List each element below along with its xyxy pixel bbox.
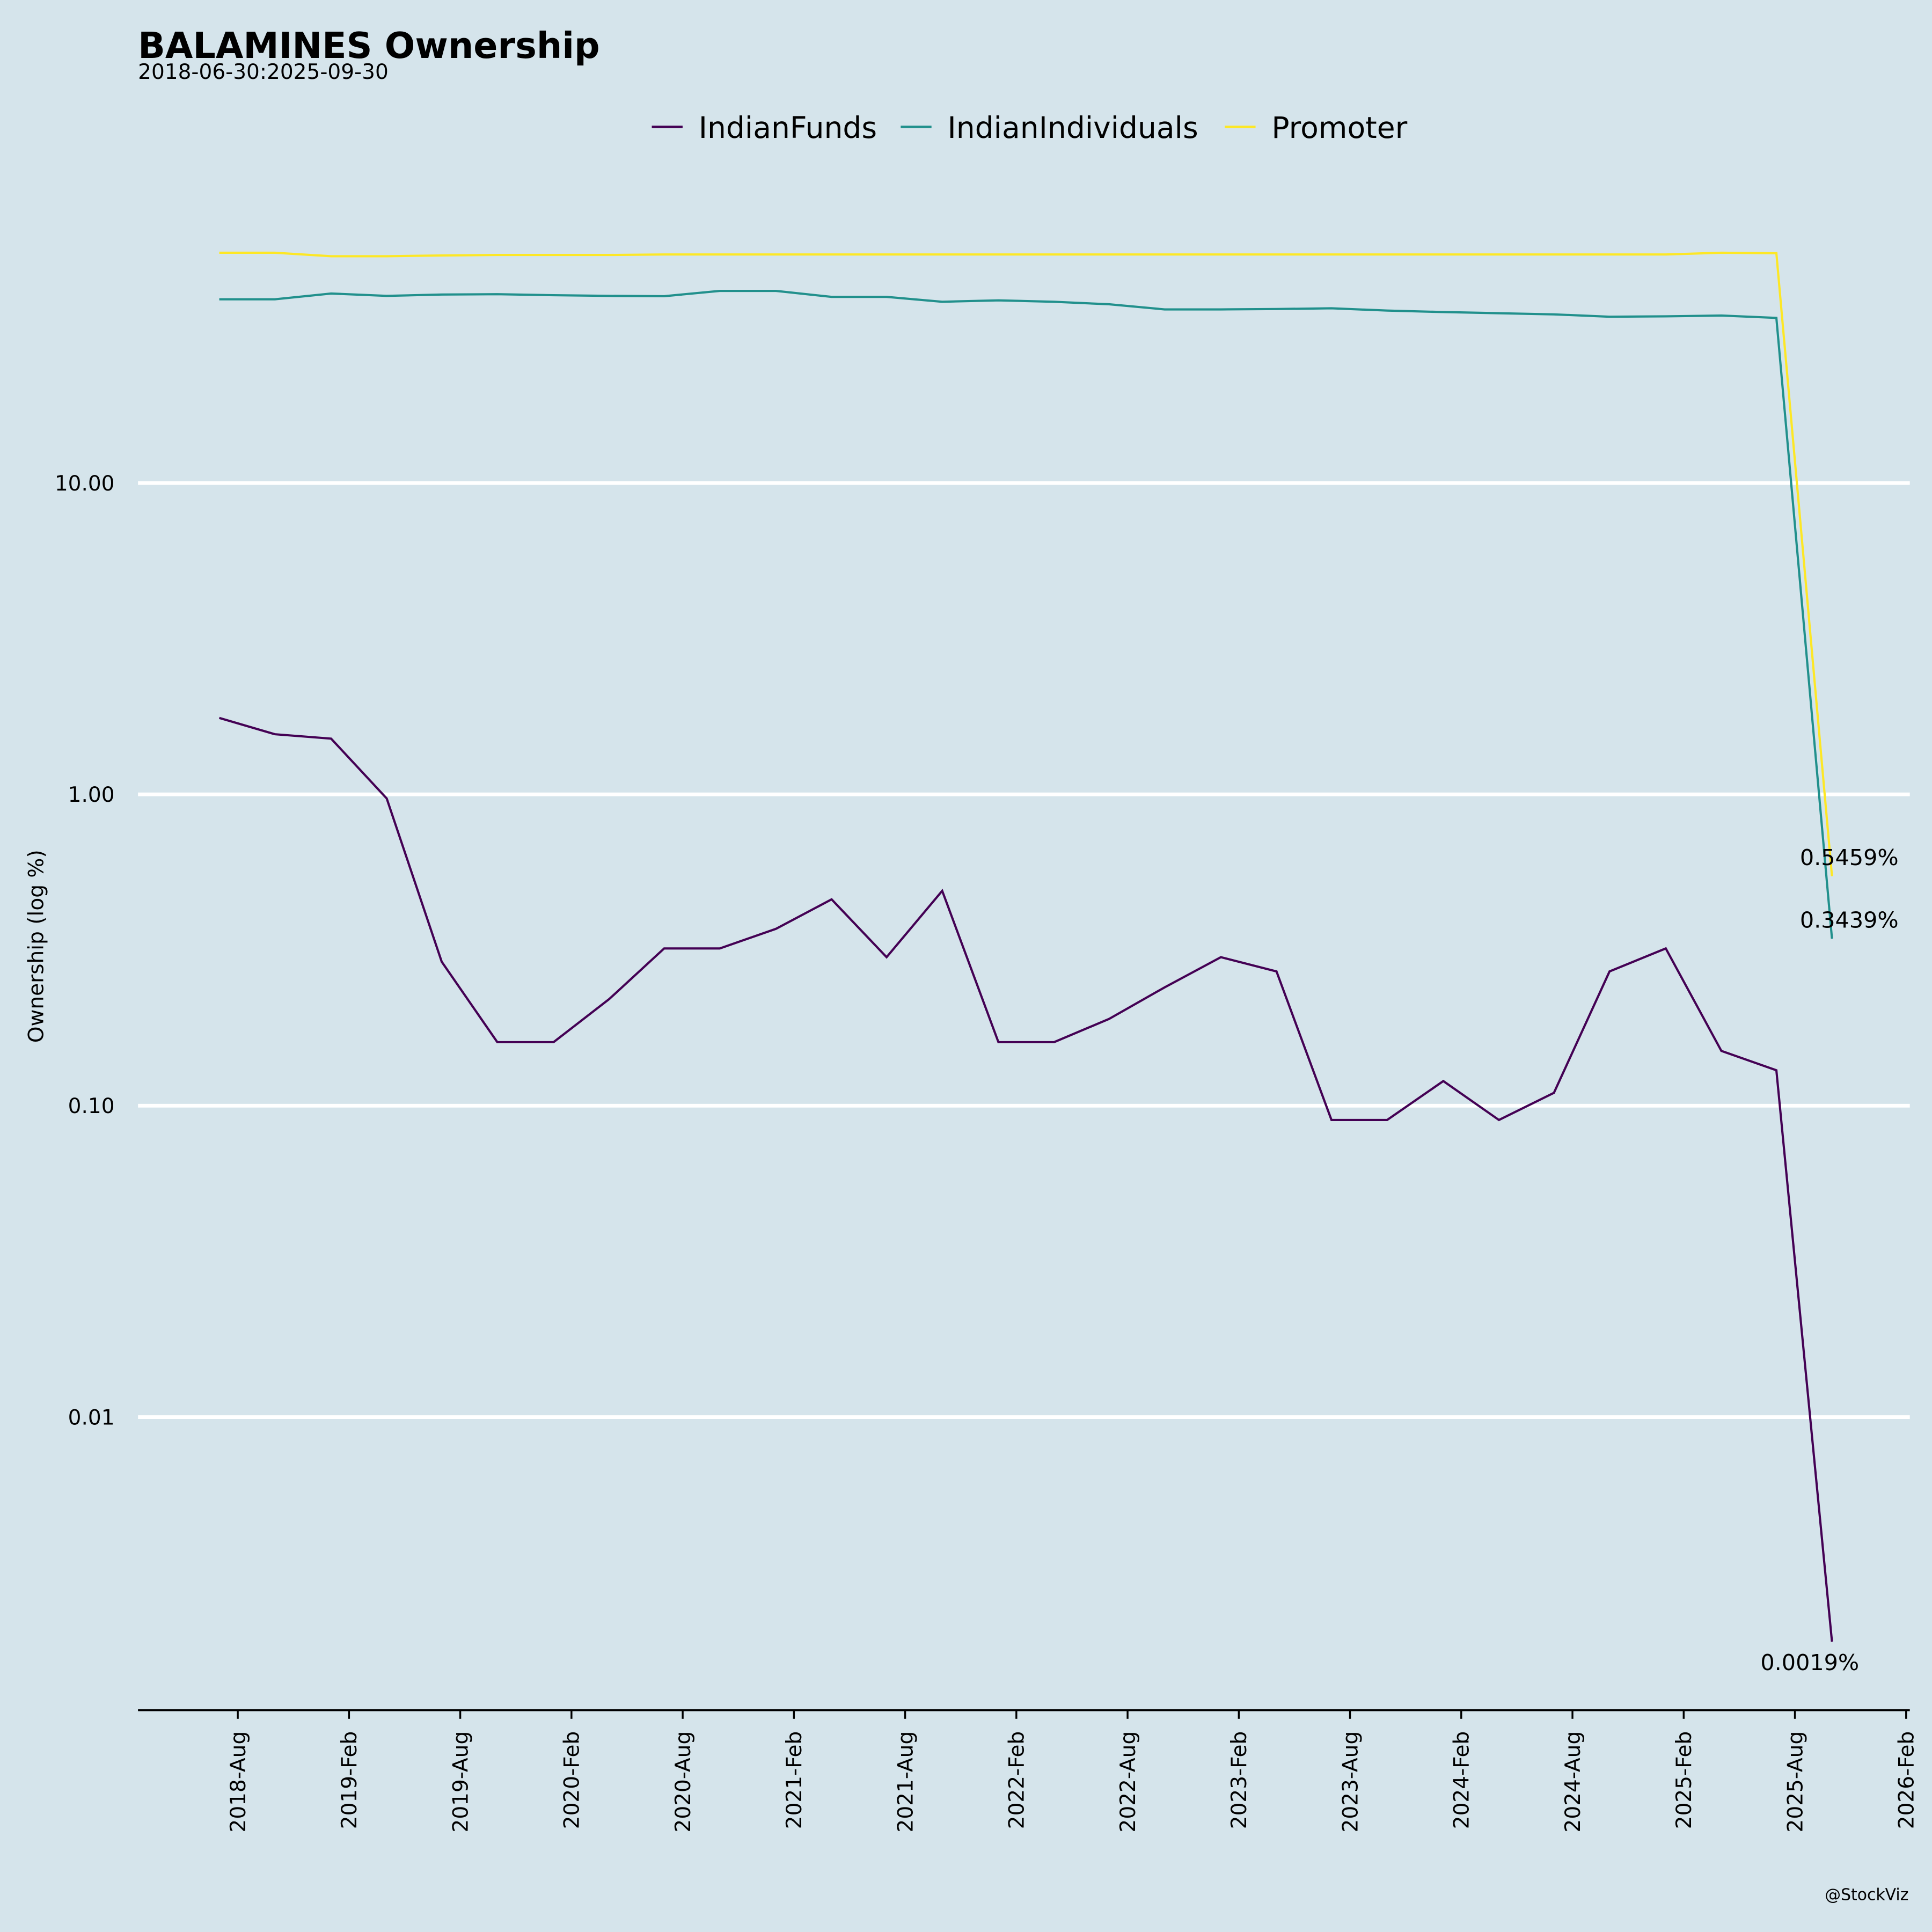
annotation-promoter: 0.5459%: [1800, 845, 1899, 870]
x-tick-label: 2023-Aug: [1338, 1731, 1363, 1833]
x-tick-label: 2024-Feb: [1450, 1731, 1474, 1829]
x-tick-label: 2024-Aug: [1561, 1731, 1585, 1833]
legend: IndianFunds IndianIndividuals Promoter: [652, 111, 1408, 145]
x-tick-label: 2021-Aug: [894, 1731, 918, 1833]
y-tick-label: 0.10: [68, 1094, 115, 1118]
legend-label: Promoter: [1271, 111, 1407, 145]
x-tick-label: 2021-Feb: [782, 1731, 807, 1829]
series-lines: [218, 251, 1833, 1642]
x-tick-label: 2019-Feb: [338, 1731, 362, 1829]
x-tick-label: 2020-Aug: [671, 1731, 696, 1833]
x-tick-label: 2022-Feb: [1005, 1731, 1029, 1829]
y-axis-label: Ownership (log %): [24, 850, 48, 1043]
x-tick-label: 2025-Aug: [1783, 1731, 1807, 1833]
legend-label: IndianIndividuals: [948, 111, 1198, 145]
x-axis: 2018-Aug 2019-Feb 2019-Aug 2020-Feb 2020-Aug…: [226, 1710, 1919, 1833]
chart-title: BALAMINES Ownership: [138, 25, 600, 67]
y-tick-label: 1.00: [68, 783, 115, 807]
y-tick-label: 10.00: [55, 472, 115, 496]
gridlines: [138, 481, 1910, 1419]
series-line-indianindividuals: [219, 289, 1833, 939]
x-tick-label: 2018-Aug: [226, 1731, 251, 1833]
x-tick-label: 2025-Feb: [1672, 1731, 1696, 1829]
annotation-indianindividuals: 0.3439%: [1800, 907, 1899, 933]
credit-text: @StockViz: [1825, 1885, 1908, 1904]
annotation-indianfunds: 0.0019%: [1760, 1650, 1859, 1675]
x-tick-label: 2023-Feb: [1227, 1731, 1252, 1829]
x-tick-label: 2026-Feb: [1895, 1731, 1919, 1829]
legend-label: IndianFunds: [699, 111, 877, 145]
legend-item-promoter: Promoter: [1225, 111, 1408, 145]
series-line-promoter: [219, 251, 1833, 876]
y-tick-label: 0.01: [68, 1406, 115, 1430]
series-line-indianfunds: [218, 716, 1833, 1642]
chart-subtitle: 2018-06-30:2025-09-30: [138, 60, 389, 84]
legend-item-indianindividuals: IndianIndividuals: [901, 111, 1198, 145]
x-tick-label: 2019-Aug: [449, 1731, 473, 1833]
y-axis: 10.00 1.00 0.10 0.01: [55, 472, 115, 1430]
x-tick-label: 2020-Feb: [560, 1731, 584, 1829]
legend-item-indianfunds: IndianFunds: [652, 111, 877, 145]
annotations: 0.5459% 0.3439% 0.0019%: [1760, 845, 1898, 1675]
x-tick-label: 2022-Aug: [1116, 1731, 1140, 1833]
